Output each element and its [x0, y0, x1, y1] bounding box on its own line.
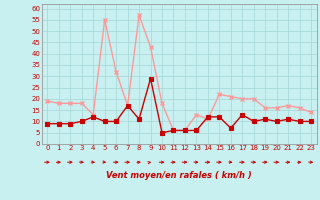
X-axis label: Vent moyen/en rafales ( km/h ): Vent moyen/en rafales ( km/h ): [106, 171, 252, 180]
